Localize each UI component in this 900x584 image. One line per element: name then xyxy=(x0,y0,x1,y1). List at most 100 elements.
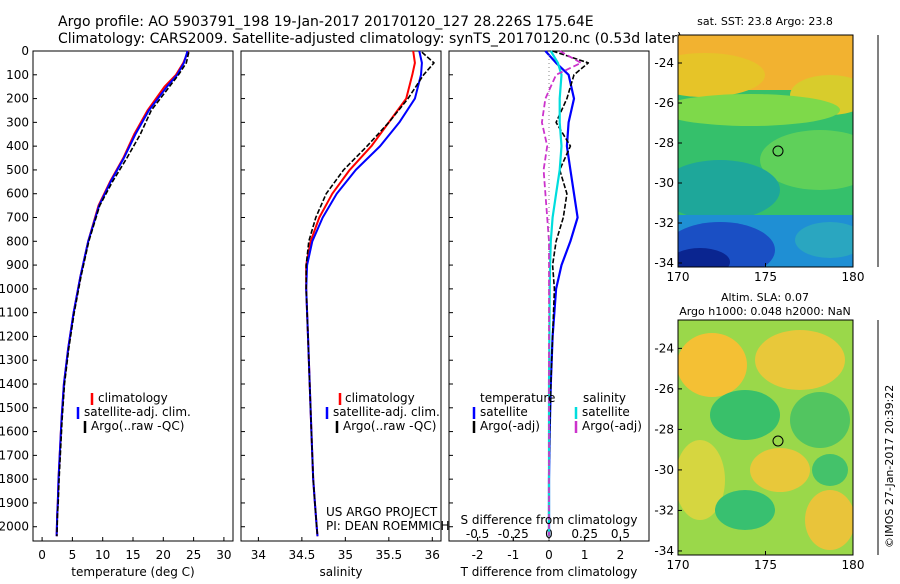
series-line-salinity-argo-adj xyxy=(541,50,582,537)
depth-tick-label: 200 xyxy=(6,92,29,106)
t-diff-axis-label: T difference from climatology xyxy=(460,565,638,579)
lon-tick-label: 175 xyxy=(754,558,777,572)
depth-tick-label: 1600 xyxy=(0,425,29,439)
temperature-axis: 0 5 10 15 20 25 30 xyxy=(38,537,232,562)
depth-tick-label: 1700 xyxy=(0,448,29,462)
x-tick-label: 0.25 xyxy=(571,527,598,541)
x-tick-label: 5 xyxy=(69,548,77,562)
legend-s-argo: Argo(-adj) xyxy=(582,419,642,433)
imos-watermark: ©IMOS 27-Jan-2017 20:39:22 xyxy=(883,385,896,548)
legend-satellite: satellite-adj. clim. xyxy=(333,405,440,419)
x-tick-label: 25 xyxy=(186,548,201,562)
depth-tick-label: 800 xyxy=(6,234,29,248)
temperature-axis-label: temperature (deg C) xyxy=(71,565,194,579)
lat-tick-label: -30 xyxy=(654,176,674,190)
x-tick-label: 1 xyxy=(581,548,589,562)
legend-argo: Argo(..raw -QC) xyxy=(91,419,184,433)
lon-tick-label: 180 xyxy=(842,270,865,284)
legend-t-satellite: satellite xyxy=(480,405,528,419)
lon-tick-label: 175 xyxy=(754,270,777,284)
series-line-satellite-adj-clim xyxy=(55,50,189,537)
header-line-2: Climatology: CARS2009. Satellite-adjuste… xyxy=(58,31,682,47)
x-tick-label: 34.5 xyxy=(289,548,316,562)
depth-tick-label: 500 xyxy=(6,163,29,177)
depth-tick-label: 1800 xyxy=(0,472,29,486)
lat-tick-label: -30 xyxy=(654,463,674,477)
legend-s-satellite: satellite xyxy=(582,405,630,419)
lat-tick-label: -32 xyxy=(654,216,674,230)
sst-float-marker xyxy=(772,145,784,157)
x-tick-label: 30 xyxy=(216,548,231,562)
depth-tick-label: 0 xyxy=(21,44,29,58)
header-line-1: Argo profile: AO 5903791_198 19-Jan-2017… xyxy=(58,14,594,30)
depth-tick-label: 1200 xyxy=(0,329,29,343)
depth-axis: 0 100 200 300 400 500 600 700 800 900 1000 1100 1200… xyxy=(0,44,453,534)
credit-line-2: PI: DEAN ROEMMICH xyxy=(326,519,449,533)
x-tick-label: -0.25 xyxy=(498,527,529,541)
depth-tick-label: 1000 xyxy=(0,282,29,296)
legend-satellite: satellite-adj. clim. xyxy=(84,405,191,419)
depth-tick-label: 100 xyxy=(6,68,29,82)
salinity-profiles xyxy=(305,50,435,537)
x-tick-label: -1 xyxy=(507,548,519,562)
lon-tick-label: 180 xyxy=(842,558,865,572)
x-tick-label: 2 xyxy=(617,548,625,562)
depth-tick-label: 1300 xyxy=(0,353,29,367)
legend-climatology: climatology xyxy=(345,391,415,405)
lat-tick-label: -32 xyxy=(654,503,674,517)
sst-lat-axis: -24 -26 -28 -30 -32 -34 xyxy=(654,56,682,270)
x-tick-label: -0.5 xyxy=(466,527,489,541)
x-tick-label: 35 xyxy=(338,548,353,562)
difference-profiles xyxy=(541,50,590,541)
lat-tick-label: -28 xyxy=(654,136,674,150)
lon-tick-label: 170 xyxy=(667,558,690,572)
credit-line-1: US ARGO PROJECT xyxy=(326,505,438,519)
lat-tick-label: -24 xyxy=(654,56,674,70)
depth-tick-label: 1500 xyxy=(0,401,29,415)
series-line-argo-raw-qc xyxy=(56,52,190,537)
depth-tick-label: 900 xyxy=(6,258,29,272)
x-tick-label: 15 xyxy=(125,548,140,562)
sst-map xyxy=(678,35,853,267)
depth-tick-label: 600 xyxy=(6,187,29,201)
series-line-temperature-argo-adj xyxy=(548,50,590,537)
depth-tick-label: 700 xyxy=(6,211,29,225)
temperature-legend: climatology satellite-adj. clim. Argo(..… xyxy=(76,391,191,433)
x-tick-label: 0.5 xyxy=(611,527,630,541)
temperature-profiles xyxy=(55,50,190,537)
series-line-argo-raw-qc xyxy=(305,51,435,537)
series-line-satellite-adj-clim xyxy=(305,50,423,537)
lat-tick-label: -26 xyxy=(654,96,674,110)
sst-lon-axis: 170 175 180 xyxy=(667,263,865,284)
lat-tick-label: -24 xyxy=(654,341,674,355)
depth-tick-label: 1400 xyxy=(0,377,29,391)
sla-float-marker xyxy=(772,435,784,447)
depth-tick-label: 2000 xyxy=(0,520,29,534)
temperature-panel xyxy=(32,50,234,542)
x-tick-label: 0 xyxy=(38,548,46,562)
lon-tick-label: 170 xyxy=(667,270,690,284)
legend-temperature: temperature xyxy=(480,391,555,405)
x-tick-label: 10 xyxy=(95,548,110,562)
x-tick-label: -2 xyxy=(472,548,484,562)
x-tick-label: 0 xyxy=(545,548,553,562)
depth-tick-label: 1900 xyxy=(0,496,29,510)
s-difference-axis: -0.5 -0.25 0 0.25 0.5 xyxy=(466,527,630,541)
x-tick-label: 34 xyxy=(251,548,266,562)
legend-argo: Argo(..raw -QC) xyxy=(343,419,436,433)
salinity-panel xyxy=(240,50,442,542)
x-tick-label: 20 xyxy=(156,548,171,562)
lat-tick-label: -28 xyxy=(654,422,674,436)
difference-legend: temperature salinity satellite satellite… xyxy=(472,391,642,433)
lat-tick-label: -34 xyxy=(654,544,674,558)
lat-tick-label: -34 xyxy=(654,256,674,270)
salinity-axis-label: salinity xyxy=(319,565,362,579)
legend-t-argo: Argo(-adj) xyxy=(480,419,540,433)
legend-salinity: salinity xyxy=(583,391,626,405)
depth-tick-label: 400 xyxy=(6,139,29,153)
sla-map-title-1: Altim. SLA: 0.07 xyxy=(721,291,809,304)
x-tick-label: 35.5 xyxy=(375,548,402,562)
sst-map-title: sat. SST: 23.8 Argo: 23.8 xyxy=(697,15,833,28)
depth-tick-label: 300 xyxy=(6,115,29,129)
sla-lat-axis: -24 -26 -28 -30 -32 -34 xyxy=(654,341,682,558)
